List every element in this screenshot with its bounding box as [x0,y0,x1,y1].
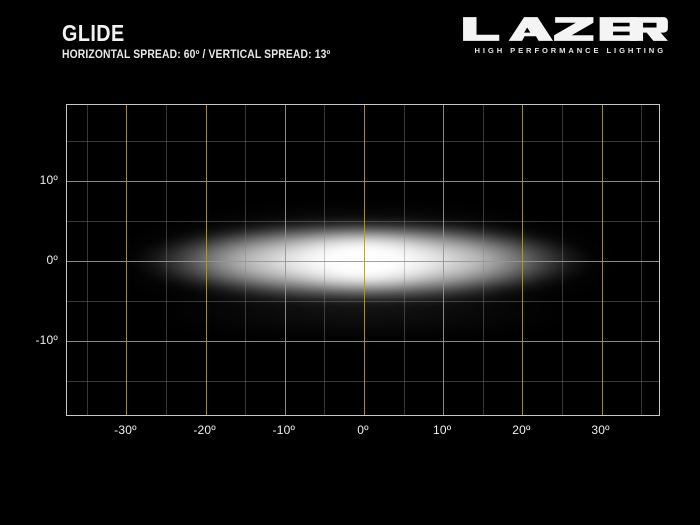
beam-body [67,105,659,415]
gridline-minor-x-neg25 [166,105,167,415]
gridline-major-y-0 [67,261,659,262]
beam-halo [67,105,659,415]
gridline-minor-x-25 [562,105,563,415]
gridline-major-x-20 [522,105,523,415]
y-axis-tick-label: 0º [46,253,58,267]
gridline-major-x-neg10 [285,105,286,415]
y-axis: 10º 0º -10º [0,104,58,416]
x-axis-tick-label: -30º [114,423,137,437]
x-axis-tick-label: 10º [433,423,452,437]
brand-tagline: HIGH PERFORMANCE LIGHTING [474,46,666,55]
y-axis-tick-label: -10º [35,333,58,347]
gridline-major-y-neg10 [67,341,659,342]
x-axis: -30º -20º -10º 0º 10º 20º 30º [66,424,660,444]
spread-subtitle: HORIZONTAL SPREAD: 60º / VERTICAL SPREAD… [62,49,331,61]
gridline-major-x-0 [364,105,365,415]
gridline-major-x-30 [602,105,603,415]
beam-lower-cutoff [67,105,659,415]
y-axis-tick-label: 10º [39,173,58,187]
gridline-minor-y-5 [67,221,659,222]
gridline-major-x-10 [443,105,444,415]
brand-logo: HIGH PERFORMANCE LIGHTING [461,14,668,55]
x-axis-tick-label: -10º [272,423,296,437]
beam-hotspot [67,105,659,415]
x-axis-tick-label: 20º [512,423,531,437]
beam-pattern-plot [66,104,660,416]
x-axis-tick-label: -20º [193,423,216,437]
gridline-minor-x-neg5 [324,105,325,415]
gridline-minor-x-15 [483,105,484,415]
gridline-minor-x-35 [641,105,642,415]
gridline-minor-x-5 [404,105,405,415]
beam-underglow [67,105,659,415]
header: GLIDE HORIZONTAL SPREAD: 60º / VERTICAL … [0,0,700,95]
x-axis-tick-label: 30º [591,423,610,437]
gridline-minor-y-neg15 [67,381,659,382]
lazer-wordmark-icon [463,17,668,41]
gridline-minor-y-15 [67,141,659,142]
grid-lines [67,105,659,415]
gridline-minor-x-neg35 [87,105,88,415]
gridline-major-x-neg20 [206,105,207,415]
gridline-major-y-10 [67,181,659,182]
gridline-minor-x-neg15 [245,105,246,415]
gridline-minor-y-neg5 [67,301,659,302]
x-axis-tick-label: 0º [357,423,369,437]
page-title: GLIDE [62,20,125,46]
beam-core [67,105,659,415]
gridline-major-x-neg30 [126,105,127,415]
